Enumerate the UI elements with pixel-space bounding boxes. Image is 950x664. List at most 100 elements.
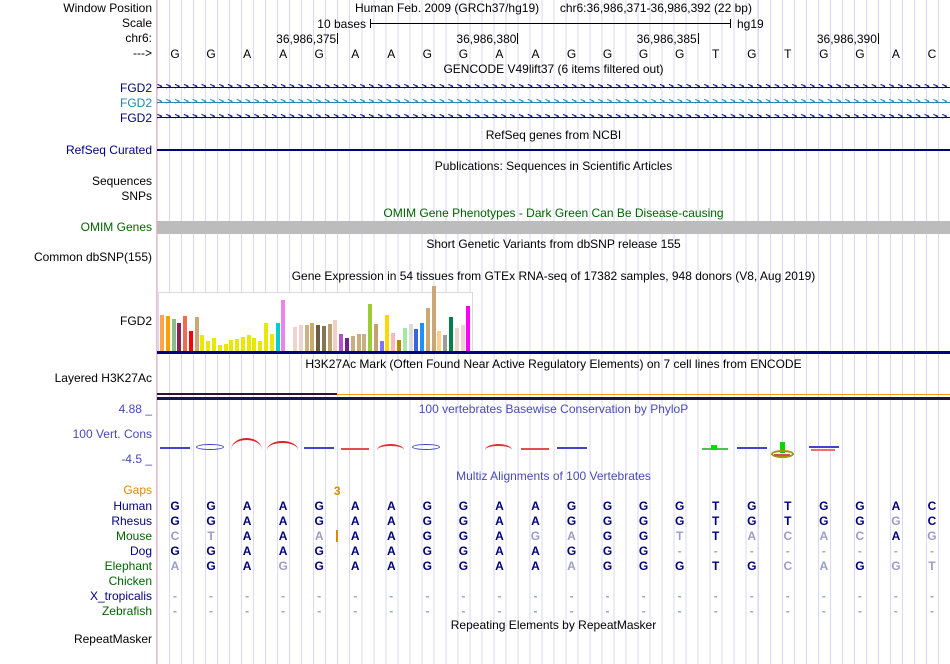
multiz-species-label[interactable]: Mouse — [115, 529, 152, 543]
gtex-bar[interactable] — [165, 316, 170, 352]
gtex-bar[interactable] — [379, 341, 384, 352]
align-base: C — [855, 529, 865, 543]
track-label-sequences[interactable]: Sequences — [91, 174, 152, 188]
track-label-repeatmasker[interactable]: RepeatMasker — [73, 632, 152, 646]
multiz-species-label[interactable]: X_tropicalis — [89, 589, 152, 603]
gtex-bar[interactable] — [443, 335, 448, 352]
track-label-gaps[interactable]: Gaps — [123, 483, 152, 497]
gtex-bar[interactable] — [321, 326, 326, 352]
align-base: A — [278, 544, 288, 558]
gtex-bar[interactable] — [223, 344, 228, 352]
gtex-bar[interactable] — [160, 315, 164, 352]
gtex-bar[interactable] — [420, 323, 425, 352]
gtex-bar[interactable] — [454, 328, 459, 352]
multiz-species-label[interactable]: Chicken — [108, 574, 152, 588]
gtex-bar[interactable] — [402, 328, 407, 352]
align-base: A — [819, 529, 829, 543]
gtex-bar[interactable] — [252, 338, 257, 352]
gtex-bar[interactable] — [200, 335, 205, 352]
track-label-omim-genes[interactable]: OMIM Genes — [80, 220, 152, 234]
track-label-layered-h3k27ac[interactable]: Layered H3K27Ac — [54, 371, 152, 385]
gtex-bar[interactable] — [183, 316, 188, 352]
align-base: - — [677, 604, 682, 618]
gtex-bar[interactable] — [437, 331, 442, 352]
track-label-refseq-curated[interactable]: RefSeq Curated — [65, 143, 152, 157]
gtex-bar[interactable] — [292, 327, 297, 352]
track-label-fgd2-3[interactable]: FGD2 — [119, 111, 152, 125]
gtex-bar[interactable] — [373, 324, 378, 352]
track-label-fgd2-2[interactable]: FGD2 — [119, 96, 152, 110]
gtex-bar[interactable] — [344, 338, 349, 352]
base-cell: G — [170, 47, 180, 61]
multiz-title[interactable]: Multiz Alignments of 100 Vertebrates — [456, 469, 651, 483]
gtex-bar[interactable] — [408, 324, 413, 352]
align-base: - — [857, 544, 862, 558]
gene-model-fgd2-1[interactable]: >>>>>>>>>>>>>>>>>>>>>>>>>>>>>>>>>>>>>>>>… — [157, 82, 950, 93]
gtex-bar[interactable] — [269, 334, 274, 352]
gtex-bar[interactable] — [460, 325, 465, 352]
gtex-bar[interactable] — [281, 300, 286, 352]
gtex-bar[interactable] — [356, 334, 361, 352]
track-label-gtex-fgd2[interactable]: FGD2 — [119, 314, 152, 328]
multiz-species-label[interactable]: Zebrafish — [101, 604, 152, 618]
gtex-bar[interactable] — [264, 323, 269, 352]
publications-title[interactable]: Publications: Sequences in Scientific Ar… — [434, 159, 673, 173]
multiz-species-label[interactable]: Rhesus — [111, 514, 152, 528]
gtex-bar[interactable] — [235, 339, 240, 352]
multiz-species-label[interactable]: Dog — [129, 544, 152, 558]
track-label-fgd2-1[interactable]: FGD2 — [119, 81, 152, 95]
phylop-title[interactable]: 100 vertebrates Basewise Conservation by… — [418, 402, 689, 416]
gtex-bar[interactable] — [316, 325, 321, 352]
cons-mark-blue-dash — [304, 447, 335, 449]
align-base: G — [458, 529, 469, 543]
gtex-bar[interactable] — [212, 338, 217, 352]
track-label-100-vert-cons[interactable]: 100 Vert. Cons — [72, 427, 152, 441]
gtex-bar[interactable] — [310, 323, 315, 352]
omim-title[interactable]: OMIM Gene Phenotypes - Dark Green Can Be… — [383, 206, 724, 220]
gtex-chart[interactable] — [158, 286, 473, 353]
gtex-bar[interactable] — [171, 319, 176, 352]
gtex-bar[interactable] — [350, 336, 355, 352]
gtex-bar[interactable] — [246, 335, 251, 352]
track-label-common-dbsnp[interactable]: Common dbSNP(155) — [33, 250, 152, 264]
gtex-bar[interactable] — [449, 317, 453, 352]
gtex-bar[interactable] — [396, 340, 401, 352]
multiz-species-label[interactable]: Human — [113, 499, 152, 513]
gtex-bar[interactable] — [304, 325, 309, 352]
refseq-title[interactable]: RefSeq genes from NCBI — [485, 128, 622, 142]
gtex-bar[interactable] — [275, 323, 280, 352]
gene-model-fgd2-2[interactable]: >>>>>>>>>>>>>>>>>>>>>>>>>>>>>>>>>>>>>>>>… — [157, 97, 950, 108]
gtex-bar[interactable] — [298, 325, 303, 352]
dbsnp-title[interactable]: Short Genetic Variants from dbSNP releas… — [426, 237, 681, 251]
gtex-bar[interactable] — [240, 337, 245, 352]
multiz-species-label[interactable]: Elephant — [104, 559, 152, 573]
gtex-bar[interactable] — [425, 308, 430, 352]
align-base: - — [713, 604, 718, 618]
gtex-bar[interactable] — [362, 334, 367, 352]
repeatmasker-title[interactable]: Repeating Elements by RepeatMasker — [450, 618, 657, 632]
gtex-bar[interactable] — [431, 286, 436, 352]
h3k27ac-title[interactable]: H3K27Ac Mark (Often Found Near Active Re… — [305, 357, 802, 371]
gtex-bar[interactable] — [258, 341, 263, 352]
gene-model-fgd2-3[interactable]: >>>>>>>>>>>>>>>>>>>>>>>>>>>>>>>>>>>>>>>>… — [157, 112, 950, 123]
gtex-bar[interactable] — [188, 331, 193, 352]
gtex-bar[interactable] — [327, 324, 332, 352]
gtex-bar[interactable] — [339, 334, 344, 352]
track-label-snps[interactable]: SNPs — [121, 189, 152, 203]
gtex-bar[interactable] — [333, 320, 338, 352]
refseq-gene-line[interactable] — [157, 149, 950, 151]
gtex-title[interactable]: Gene Expression in 54 tissues from GTEx … — [291, 269, 816, 283]
gtex-bar[interactable] — [368, 304, 373, 352]
align-base: T — [207, 529, 215, 543]
gencode-title[interactable]: GENCODE V49lift37 (6 items filtered out) — [443, 62, 664, 76]
gtex-bar[interactable] — [414, 329, 419, 352]
gtex-bar[interactable] — [206, 341, 211, 352]
gtex-bar[interactable] — [217, 345, 222, 352]
gtex-bar[interactable] — [177, 323, 182, 352]
gtex-bar[interactable] — [229, 340, 234, 352]
gtex-bar[interactable] — [194, 317, 199, 352]
gtex-bar[interactable] — [466, 306, 471, 352]
gtex-bar[interactable] — [385, 315, 390, 352]
omim-gene-bar[interactable] — [157, 221, 950, 234]
gtex-bar[interactable] — [391, 333, 396, 352]
